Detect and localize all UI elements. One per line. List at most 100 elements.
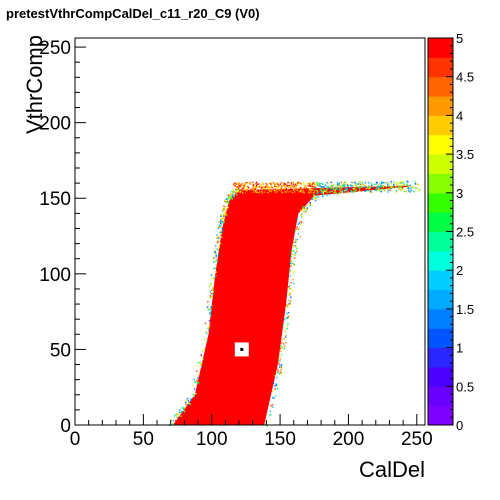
heatmap-cell xyxy=(329,185,332,187)
heatmap-cell xyxy=(383,184,385,187)
heatmap-cell xyxy=(280,369,282,371)
heatmap-cell xyxy=(235,183,237,185)
heatmap-cell xyxy=(214,276,217,278)
heatmap-cell xyxy=(309,201,312,204)
heatmap-cell xyxy=(282,182,284,184)
heatmap-cell xyxy=(387,184,389,186)
heatmap-cell xyxy=(254,191,256,193)
heatmap-cell xyxy=(340,190,342,193)
x-tick-label: 150 xyxy=(264,429,296,450)
heatmap-cell xyxy=(307,189,309,191)
heatmap-cell xyxy=(256,181,258,184)
heatmap-cell xyxy=(371,185,374,187)
heatmap-cell xyxy=(319,192,321,194)
heatmap-cell xyxy=(310,198,312,201)
heatmap-cell xyxy=(246,187,248,190)
heatmap-cell xyxy=(266,183,269,186)
heatmap-cell xyxy=(310,189,312,192)
heatmap-cell xyxy=(258,185,261,188)
heatmap-cell xyxy=(283,347,286,350)
heatmap-cell xyxy=(280,181,283,184)
heatmap-cell xyxy=(274,388,277,390)
heatmap-cell xyxy=(296,218,299,221)
heatmap-cell xyxy=(309,188,311,190)
heatmap-cell xyxy=(185,399,187,402)
heatmap-cell xyxy=(341,191,343,193)
heatmap-cell xyxy=(260,191,263,194)
heatmap-cell xyxy=(272,189,275,191)
heatmap-cell xyxy=(378,183,380,185)
heatmap-cell xyxy=(313,186,315,189)
colorbar-tick-label: 4.5 xyxy=(456,70,474,85)
heatmap-cell xyxy=(213,277,215,279)
heatmap-cell xyxy=(405,191,407,193)
colorbar-bin xyxy=(428,96,453,116)
heatmap-cell xyxy=(285,187,288,190)
colorbar-bin xyxy=(428,366,453,387)
heatmap-cell xyxy=(390,187,392,190)
heatmap-cell xyxy=(292,185,294,187)
heatmap-cell xyxy=(220,222,222,225)
heatmap-cell xyxy=(343,191,345,193)
heatmap-cell xyxy=(240,188,243,191)
heatmap-cell xyxy=(326,195,328,197)
heatmap-cell xyxy=(371,186,373,189)
heatmap-cell xyxy=(211,305,214,307)
heatmap-cell xyxy=(215,254,217,257)
heatmap-cell xyxy=(247,185,249,188)
heatmap-cell xyxy=(294,190,296,193)
heatmap-cell xyxy=(210,289,213,292)
colorbar-bin xyxy=(428,38,453,58)
heatmap-cell xyxy=(333,191,335,194)
heatmap-cell xyxy=(272,181,274,184)
heatmap-cell xyxy=(387,191,389,193)
heatmap-cell xyxy=(220,234,222,237)
heatmap-cell xyxy=(319,188,322,191)
heatmap-cell xyxy=(402,187,404,189)
heatmap-cell xyxy=(336,186,339,188)
heatmap-cell xyxy=(328,191,330,193)
heatmap-cell xyxy=(233,184,235,186)
x-tick-label: 250 xyxy=(401,429,433,450)
heatmap-cell xyxy=(346,189,348,191)
heatmap-cell xyxy=(180,415,182,417)
heatmap-cell xyxy=(196,370,198,372)
heatmap-cell xyxy=(307,185,310,187)
heatmap-cell xyxy=(336,184,338,186)
heatmap-cell xyxy=(401,184,403,187)
heatmap-cell xyxy=(202,358,204,360)
heatmap-cell xyxy=(259,189,262,191)
heatmap-cell xyxy=(192,393,194,396)
heatmap-cell xyxy=(313,185,316,187)
colorbar-tick-label: 3.5 xyxy=(456,147,474,162)
heatmap-cell xyxy=(377,187,379,190)
heatmap-cell xyxy=(262,185,265,188)
heatmap-cell xyxy=(313,191,315,194)
heatmap-cell xyxy=(345,188,347,190)
heatmap-cell xyxy=(301,216,304,218)
heatmap-cell xyxy=(269,414,272,416)
heatmap-cell xyxy=(176,416,178,419)
heatmap-cell xyxy=(218,221,220,223)
heatmap-cell xyxy=(398,185,400,187)
heatmap-cell xyxy=(318,184,321,187)
heatmap-cell xyxy=(352,181,354,183)
heatmap-cell xyxy=(294,254,297,256)
heatmap-cell xyxy=(314,197,316,199)
heatmap-cell xyxy=(270,405,272,407)
heatmap-cell xyxy=(315,189,318,192)
heatmap-cell xyxy=(221,232,223,235)
heatmap-cell xyxy=(233,191,235,194)
heatmap-cell xyxy=(219,242,222,245)
heatmap-cell xyxy=(233,190,235,193)
heatmap-cell xyxy=(272,406,274,408)
heatmap-cell xyxy=(379,185,381,188)
heatmap-cell xyxy=(410,189,412,191)
heatmap-cell xyxy=(292,263,295,265)
heatmap-cell xyxy=(269,420,271,422)
heatmap-cell xyxy=(209,324,211,327)
heatmap-cell xyxy=(220,231,222,233)
heatmap-cell xyxy=(315,197,318,200)
heatmap-cell xyxy=(284,183,286,185)
heatmap-cell xyxy=(309,204,312,207)
